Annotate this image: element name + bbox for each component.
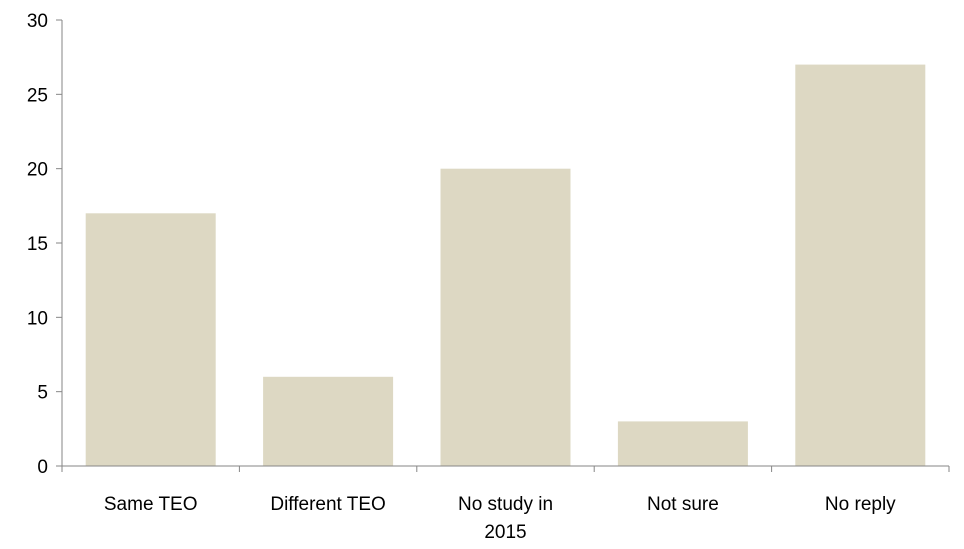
x-category-label-4: No reply (825, 494, 896, 515)
y-tick-label-1: 5 (37, 383, 48, 404)
x-category-label-2: No study in 2015 (458, 494, 553, 543)
x-category-label-3: Not sure (647, 494, 719, 515)
y-tick-label-3: 15 (27, 234, 48, 255)
labels-layer: 0 5 10 15 20 25 30 Same TEO Different TEO No stud… (27, 11, 896, 543)
y-tick-label-4: 20 (27, 160, 48, 181)
y-tick-label-5: 25 (27, 85, 48, 106)
bar-2 (440, 168, 571, 466)
y-tick-label-0: 0 (37, 457, 48, 478)
x-category-label-1: Different TEO (270, 494, 385, 515)
x-category-label-0: Same TEO (104, 494, 198, 515)
axes-layer (56, 19, 950, 472)
y-tick-label-6: 30 (27, 11, 48, 32)
bar-3 (617, 421, 748, 466)
bars-layer (85, 64, 926, 466)
bar-1 (263, 376, 394, 466)
bar-4 (795, 64, 926, 466)
y-tick-label-2: 10 (27, 308, 48, 329)
bar-0 (85, 213, 216, 466)
